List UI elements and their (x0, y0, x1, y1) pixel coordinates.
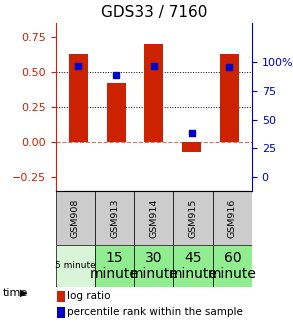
Text: GSM908: GSM908 (71, 198, 80, 238)
Text: 5 minute: 5 minute (55, 261, 96, 270)
Point (227, 65, 232, 70)
Bar (107, 83, 125, 142)
Text: GSM915: GSM915 (189, 198, 197, 238)
Text: time: time (3, 288, 28, 298)
Bar (95, 191, 134, 245)
Bar (173, 245, 213, 287)
Point (189, 131, 194, 136)
Bar (213, 245, 252, 287)
Bar (57, 291, 64, 302)
Bar (182, 142, 201, 152)
Point (151, 63, 156, 69)
Bar (213, 191, 252, 245)
Text: percentile rank within the sample: percentile rank within the sample (67, 307, 243, 318)
Text: GSM916: GSM916 (228, 198, 237, 238)
Bar (134, 245, 173, 287)
Bar (134, 191, 173, 245)
Text: GSM914: GSM914 (149, 198, 158, 238)
Bar (220, 54, 239, 142)
Title: GDS33 / 7160: GDS33 / 7160 (100, 5, 207, 20)
Bar (95, 245, 134, 287)
Text: 30
minute: 30 minute (130, 251, 178, 281)
Bar (173, 191, 213, 245)
Bar (144, 44, 163, 142)
Bar (56, 245, 95, 287)
Bar (56, 191, 95, 245)
Point (76, 63, 81, 69)
Point (114, 73, 118, 78)
Bar (69, 54, 88, 142)
Text: 15
minute: 15 minute (90, 251, 139, 281)
Bar (57, 307, 64, 318)
Text: 60
minute: 60 minute (208, 251, 257, 281)
Text: log ratio: log ratio (67, 291, 111, 301)
Text: GSM913: GSM913 (110, 198, 119, 238)
Text: 45
minute: 45 minute (169, 251, 217, 281)
Text: ▶: ▶ (20, 288, 28, 298)
